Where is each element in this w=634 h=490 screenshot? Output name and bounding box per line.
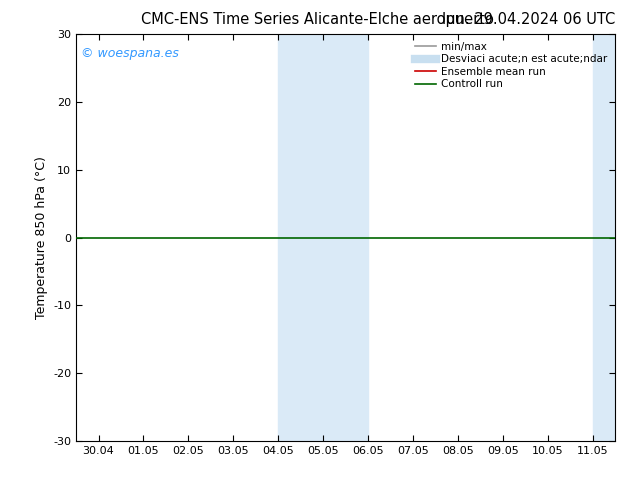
- Bar: [593, 34, 615, 441]
- Bar: [278, 34, 368, 441]
- Text: lun. 29.04.2024 06 UTC: lun. 29.04.2024 06 UTC: [442, 12, 615, 27]
- Text: © woespana.es: © woespana.es: [81, 47, 179, 59]
- Text: CMC-ENS Time Series Alicante-Elche aeropuerto: CMC-ENS Time Series Alicante-Elche aerop…: [141, 12, 493, 27]
- Y-axis label: Temperature 850 hPa (°C): Temperature 850 hPa (°C): [34, 156, 48, 319]
- Legend: min/max, Desviaci acute;n est acute;ndar, Ensemble mean run, Controll run: min/max, Desviaci acute;n est acute;ndar…: [413, 40, 610, 92]
